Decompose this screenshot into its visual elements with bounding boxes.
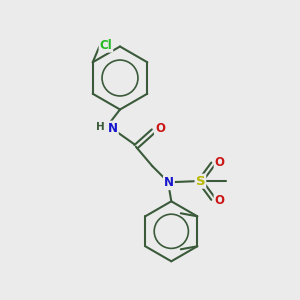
Text: N: N [108, 122, 118, 135]
Text: Cl: Cl [100, 39, 112, 52]
Text: H: H [96, 122, 104, 132]
Text: O: O [214, 156, 225, 169]
Text: N: N [164, 176, 174, 189]
Text: O: O [214, 194, 225, 207]
Text: S: S [196, 175, 205, 188]
Text: O: O [155, 122, 165, 135]
